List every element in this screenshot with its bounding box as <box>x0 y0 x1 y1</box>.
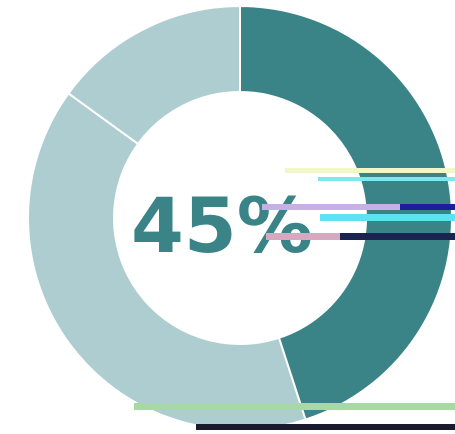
donut-slice-1 <box>239 4 453 421</box>
glitch-streak <box>134 403 455 410</box>
donut-slice-2 <box>27 91 307 431</box>
glitch-streak <box>196 424 455 430</box>
donut-slice-3 <box>67 4 241 146</box>
glitch-streak <box>320 214 455 221</box>
glitch-streak <box>285 168 455 173</box>
glitch-streak <box>318 177 455 181</box>
glitch-streak <box>262 204 455 210</box>
glitch-streak <box>400 204 455 210</box>
donut-slices <box>27 4 453 431</box>
glitch-streak <box>340 233 455 240</box>
center-percent-label: 45% <box>131 181 313 270</box>
